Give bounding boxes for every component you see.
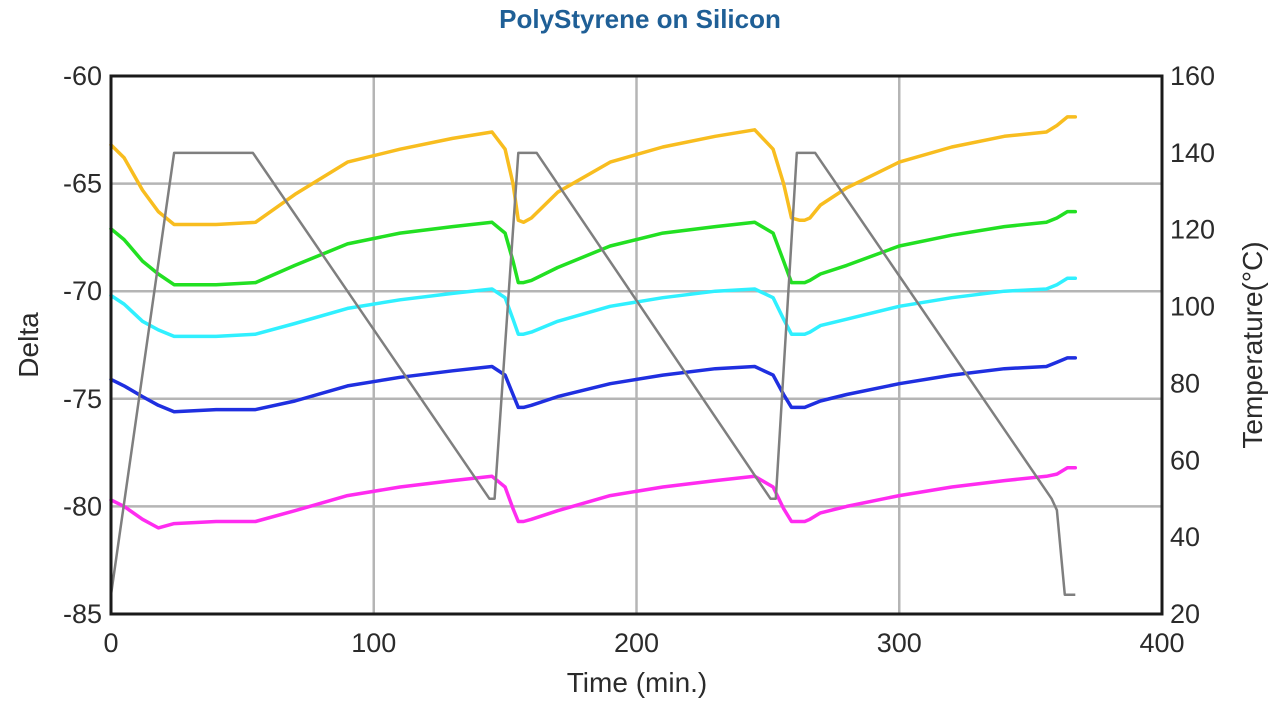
y-tick-label: -75 — [63, 384, 102, 414]
y2-tick-label: 60 — [1170, 445, 1200, 475]
delta-series-line-1 — [109, 115, 1078, 227]
x-tick-label: 200 — [614, 628, 659, 658]
x-tick-label: 300 — [877, 628, 922, 658]
y2-tick-label: 40 — [1170, 522, 1200, 552]
x-tick-label: 100 — [351, 628, 396, 658]
delta-series-line-4 — [109, 356, 1078, 414]
x-axis-label: Time (min.) — [567, 667, 708, 698]
y2-axis-label: Temperature(°C) — [1237, 241, 1268, 448]
delta-series-line-2 — [109, 209, 1078, 287]
y2-tick-label: 100 — [1170, 292, 1215, 322]
plot-frame — [109, 74, 1164, 616]
y-axis-label: Delta — [13, 312, 44, 378]
y2-tick-label: 80 — [1170, 368, 1200, 398]
y-tick-label: -85 — [63, 599, 102, 629]
y2-tick-label: 140 — [1170, 138, 1215, 168]
y2-tick-label: 160 — [1170, 61, 1215, 91]
temperature-line — [109, 151, 1076, 597]
tick-labels: 0 100 200 300 400 -60 -65 -70 -75 -80 -85 160 140 120… — [63, 61, 1215, 658]
y-tick-label: -60 — [63, 61, 102, 91]
y-tick-label: -70 — [63, 276, 102, 306]
x-tick-label: 400 — [1139, 628, 1184, 658]
series-layer — [109, 115, 1078, 597]
y2-tick-label: 20 — [1170, 599, 1200, 629]
grid — [111, 76, 1162, 614]
delta-series-line-3 — [109, 276, 1078, 339]
delta-series-line-5 — [109, 465, 1078, 530]
y-tick-label: -80 — [63, 491, 102, 521]
x-tick-label: 0 — [103, 628, 118, 658]
y-tick-label: -65 — [63, 169, 102, 199]
y2-tick-label: 120 — [1170, 215, 1215, 245]
chart-title: PolyStyrene on Silicon — [499, 4, 781, 34]
